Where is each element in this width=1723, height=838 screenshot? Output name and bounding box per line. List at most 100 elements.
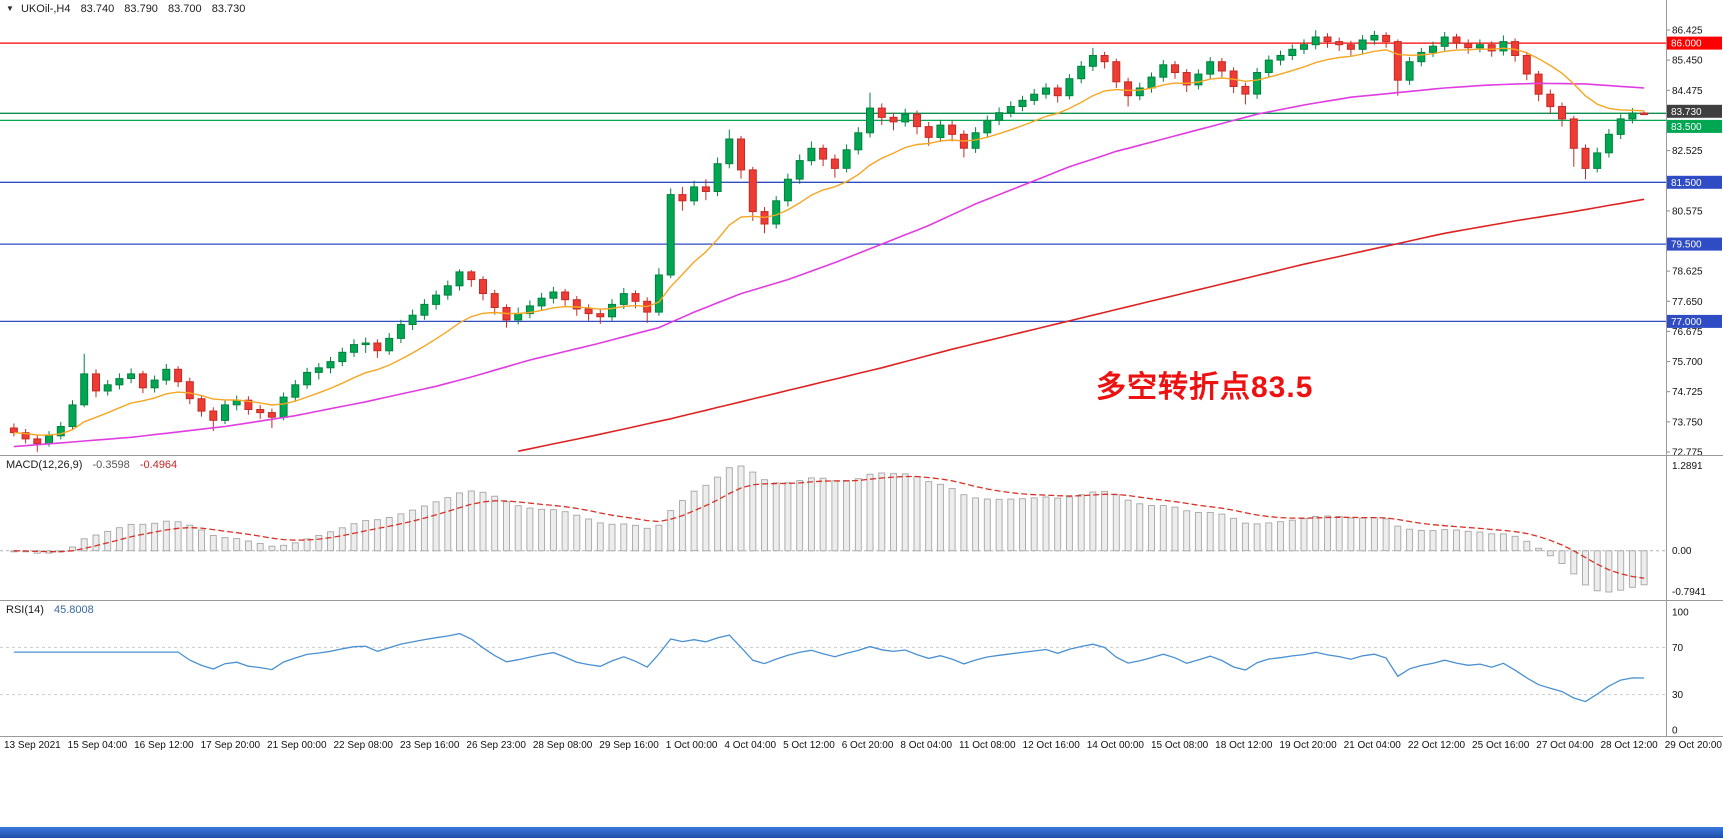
candle: [21, 429, 30, 444]
price-badge-bg: [1667, 119, 1722, 133]
price-badge-bg: [1667, 175, 1722, 189]
candle: [877, 103, 886, 126]
candle: [1053, 84, 1062, 103]
price-axis-border: [1666, 0, 1667, 737]
macd-histogram-bar: [1640, 550, 1648, 586]
macd-histogram-bar: [1253, 523, 1261, 552]
candle-body: [443, 285, 452, 296]
price-chart-canvas[interactable]: 86.425 85.450 84.475 82.525 80.575 78.625 77.6…: [0, 0, 1723, 456]
macd-histogram-bar: [127, 523, 135, 552]
candle-body: [596, 313, 605, 318]
macd-histogram-bar: [1288, 519, 1296, 552]
candle-body: [1417, 51, 1426, 63]
candle-body: [936, 124, 945, 138]
candle-body: [1616, 118, 1625, 135]
candle: [1499, 35, 1508, 56]
macd-histogram-bar: [655, 524, 663, 552]
candle: [1077, 61, 1086, 84]
time-label: 22 Sep 08:00: [333, 740, 393, 751]
macd-histogram-bar: [983, 498, 991, 552]
time-label: 18 Oct 12:00: [1215, 740, 1273, 751]
macd-histogram-bar: [878, 472, 886, 552]
candle: [619, 288, 628, 309]
macd-histogram-bar: [1417, 529, 1425, 552]
candle: [983, 115, 992, 138]
candle: [1112, 58, 1121, 88]
candle-body: [373, 342, 382, 352]
candle: [373, 339, 382, 358]
candle-body: [549, 291, 558, 299]
candle-body: [1382, 34, 1391, 43]
candle-body: [783, 178, 792, 202]
macd-histogram-bar: [420, 505, 428, 552]
candle-body: [807, 147, 816, 162]
candle-body: [889, 116, 898, 123]
rsi-canvas[interactable]: 100 70 30 0: [0, 601, 1723, 736]
macd-signal-line: [13, 475, 1645, 579]
candle: [608, 299, 616, 321]
candle-body: [1370, 34, 1379, 41]
macd-histogram-bar: [678, 500, 686, 552]
candle: [1417, 47, 1426, 67]
macd-histogram-bar: [737, 465, 745, 552]
macd-histogram-bar: [244, 540, 252, 552]
candle: [33, 435, 42, 452]
candle-body: [138, 373, 147, 389]
macd-histogram-bar: [1511, 535, 1519, 552]
candle-body: [830, 158, 839, 169]
price-badge-text: 83.500: [1671, 122, 1702, 133]
candle: [1346, 40, 1355, 56]
panel-separator[interactable]: [0, 455, 1723, 456]
macd-canvas[interactable]: 1.2891 0.00 -0.7941: [0, 456, 1723, 600]
candle-body: [1241, 85, 1250, 95]
macd-histogram-bar: [667, 510, 675, 552]
candle-body: [619, 293, 628, 305]
candle: [1241, 82, 1250, 105]
candle: [1159, 60, 1168, 82]
macd-histogram-bar: [1101, 490, 1109, 552]
candle-body: [185, 381, 194, 400]
symbol-period-label: UKOil-,H4: [20, 3, 71, 15]
macd-histogram-bar: [1136, 503, 1144, 552]
candle: [1393, 39, 1402, 96]
macd-histogram-bar: [280, 544, 288, 552]
chart-annotation-text[interactable]: 多空转折点83.5: [1096, 371, 1314, 404]
macd-histogram-bar: [467, 490, 475, 552]
macd-histogram-bar: [162, 520, 170, 552]
rsi-line: [13, 632, 1645, 703]
candle-body: [1311, 36, 1320, 46]
macd-histogram-bar: [1382, 518, 1390, 552]
macd-histogram-bar: [291, 542, 299, 552]
time-label: 23 Sep 16:00: [399, 740, 460, 751]
candle: [760, 207, 769, 234]
candle: [138, 370, 147, 394]
macd-panel[interactable]: 1.2891 0.00 -0.7941 MACD(12,26,9) -0.3598 …: [0, 456, 1723, 600]
panel-separator[interactable]: [0, 600, 1723, 601]
macd-histogram-bar: [1183, 510, 1191, 552]
candle-body: [1206, 61, 1215, 75]
candle: [819, 144, 828, 167]
candle: [361, 337, 370, 353]
candle-body: [1429, 45, 1437, 53]
price-chart-panel[interactable]: 86.425 85.450 84.475 82.525 80.575 78.625 77.6…: [0, 0, 1723, 456]
candle: [92, 369, 100, 398]
candle-body: [162, 368, 171, 381]
candle: [549, 286, 558, 304]
candle: [1546, 89, 1555, 114]
time-label: 17 Sep 20:00: [200, 740, 261, 751]
candle: [150, 375, 159, 393]
macd-histogram-bar: [1019, 498, 1026, 552]
rsi-panel[interactable]: 100 70 30 0 RSI(14) 45.8008: [0, 601, 1723, 736]
taskbar-strip[interactable]: [0, 827, 1723, 838]
macd-histogram-bar: [409, 509, 417, 552]
candle: [584, 304, 593, 321]
candle-body: [1088, 55, 1097, 67]
time-label: 25 Oct 16:00: [1472, 740, 1530, 751]
time-axis[interactable]: 13 Sep 2021 15 Sep 04:00 16 Sep 12:00 17 Se…: [4, 740, 1722, 751]
macd-histogram-bar: [538, 508, 546, 552]
candle: [948, 121, 957, 142]
macd-histogram-bar: [761, 479, 768, 552]
candle: [795, 154, 804, 184]
macd-histogram-bar: [139, 523, 147, 552]
candle-body: [338, 351, 347, 363]
